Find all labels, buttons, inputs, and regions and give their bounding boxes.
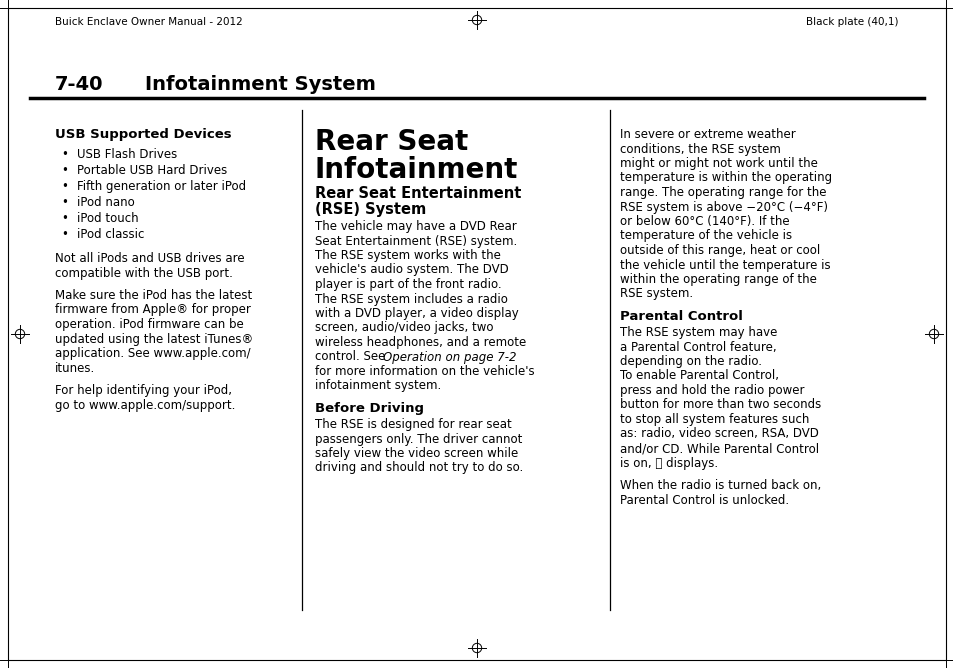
Text: The RSE system includes a radio: The RSE system includes a radio — [314, 293, 507, 305]
Text: button for more than two seconds: button for more than two seconds — [619, 399, 821, 411]
Text: •: • — [61, 228, 68, 241]
Text: wireless headphones, and a remote: wireless headphones, and a remote — [314, 336, 526, 349]
Text: To enable Parental Control,: To enable Parental Control, — [619, 369, 779, 383]
Text: firmware from Apple® for proper: firmware from Apple® for proper — [55, 303, 251, 317]
Text: •: • — [61, 212, 68, 225]
Text: for more information on the vehicle's: for more information on the vehicle's — [314, 365, 534, 378]
Text: (RSE) System: (RSE) System — [314, 202, 426, 217]
Text: 7-40: 7-40 — [55, 75, 103, 94]
Text: safely view the video screen while: safely view the video screen while — [314, 447, 517, 460]
Text: screen, audio/video jacks, two: screen, audio/video jacks, two — [314, 321, 493, 335]
Text: is on, 🔒 displays.: is on, 🔒 displays. — [619, 456, 718, 470]
Text: with a DVD player, a video display: with a DVD player, a video display — [314, 307, 518, 320]
Text: Operation on page 7‑2: Operation on page 7‑2 — [382, 351, 516, 363]
Text: a Parental Control feature,: a Parental Control feature, — [619, 341, 776, 353]
Text: passengers only. The driver cannot: passengers only. The driver cannot — [314, 432, 522, 446]
Text: Infotainment System: Infotainment System — [145, 75, 375, 94]
Text: might or might not work until the: might or might not work until the — [619, 157, 817, 170]
Text: go to www.apple.com/support.: go to www.apple.com/support. — [55, 399, 235, 411]
Text: USB Supported Devices: USB Supported Devices — [55, 128, 232, 141]
Text: within the operating range of the: within the operating range of the — [619, 273, 816, 286]
Text: iPod classic: iPod classic — [77, 228, 144, 241]
Text: as: radio, video screen, RSA, DVD: as: radio, video screen, RSA, DVD — [619, 428, 818, 440]
Text: and/or CD. While Parental Control: and/or CD. While Parental Control — [619, 442, 819, 455]
Text: The vehicle may have a DVD Rear: The vehicle may have a DVD Rear — [314, 220, 517, 233]
Text: USB Flash Drives: USB Flash Drives — [77, 148, 177, 161]
Text: Before Driving: Before Driving — [314, 402, 423, 415]
Text: range. The operating range for the: range. The operating range for the — [619, 186, 825, 199]
Text: control. See: control. See — [314, 351, 389, 363]
Text: temperature of the vehicle is: temperature of the vehicle is — [619, 230, 791, 242]
Text: depending on the radio.: depending on the radio. — [619, 355, 761, 368]
Text: Make sure the iPod has the latest: Make sure the iPod has the latest — [55, 289, 252, 302]
Text: driving and should not try to do so.: driving and should not try to do so. — [314, 462, 522, 474]
Text: In severe or extreme weather: In severe or extreme weather — [619, 128, 795, 141]
Text: application. See www.apple.com/: application. See www.apple.com/ — [55, 347, 251, 360]
Text: •: • — [61, 148, 68, 161]
Text: temperature is within the operating: temperature is within the operating — [619, 172, 831, 184]
Text: infotainment system.: infotainment system. — [314, 379, 441, 393]
Text: compatible with the USB port.: compatible with the USB port. — [55, 267, 233, 279]
Text: player is part of the front radio.: player is part of the front radio. — [314, 278, 501, 291]
Text: Not all iPods and USB drives are: Not all iPods and USB drives are — [55, 252, 244, 265]
Text: •: • — [61, 180, 68, 193]
Text: The RSE system works with the: The RSE system works with the — [314, 249, 500, 262]
Text: the vehicle until the temperature is: the vehicle until the temperature is — [619, 259, 830, 271]
Text: The RSE system may have: The RSE system may have — [619, 326, 777, 339]
Text: conditions, the RSE system: conditions, the RSE system — [619, 142, 781, 156]
Text: updated using the latest iTunes®: updated using the latest iTunes® — [55, 333, 253, 345]
Text: RSE system.: RSE system. — [619, 287, 693, 301]
Text: iPod touch: iPod touch — [77, 212, 138, 225]
Text: iPod nano: iPod nano — [77, 196, 134, 209]
Text: or below 60°C (140°F). If the: or below 60°C (140°F). If the — [619, 215, 789, 228]
Text: Parental Control is unlocked.: Parental Control is unlocked. — [619, 494, 788, 506]
Text: press and hold the radio power: press and hold the radio power — [619, 384, 803, 397]
Text: Black plate (40,1): Black plate (40,1) — [805, 17, 898, 27]
Text: RSE system is above −20°C (−4°F): RSE system is above −20°C (−4°F) — [619, 200, 827, 214]
Text: For help identifying your iPod,: For help identifying your iPod, — [55, 384, 232, 397]
Text: When the radio is turned back on,: When the radio is turned back on, — [619, 479, 821, 492]
Text: outside of this range, heat or cool: outside of this range, heat or cool — [619, 244, 820, 257]
Text: The RSE is designed for rear seat: The RSE is designed for rear seat — [314, 418, 511, 431]
Text: •: • — [61, 164, 68, 177]
Text: Fifth generation or later iPod: Fifth generation or later iPod — [77, 180, 246, 193]
Text: Rear Seat Entertainment: Rear Seat Entertainment — [314, 186, 521, 201]
Text: Seat Entertainment (RSE) system.: Seat Entertainment (RSE) system. — [314, 234, 517, 248]
Text: to stop all system features such: to stop all system features such — [619, 413, 808, 426]
Text: Rear Seat: Rear Seat — [314, 128, 468, 156]
Text: Parental Control: Parental Control — [619, 310, 742, 323]
Text: itunes.: itunes. — [55, 361, 95, 375]
Text: Buick Enclave Owner Manual - 2012: Buick Enclave Owner Manual - 2012 — [55, 17, 242, 27]
Text: vehicle's audio system. The DVD: vehicle's audio system. The DVD — [314, 263, 508, 277]
Text: Portable USB Hard Drives: Portable USB Hard Drives — [77, 164, 227, 177]
Text: •: • — [61, 196, 68, 209]
Text: operation. iPod firmware can be: operation. iPod firmware can be — [55, 318, 244, 331]
Text: Infotainment: Infotainment — [314, 156, 517, 184]
